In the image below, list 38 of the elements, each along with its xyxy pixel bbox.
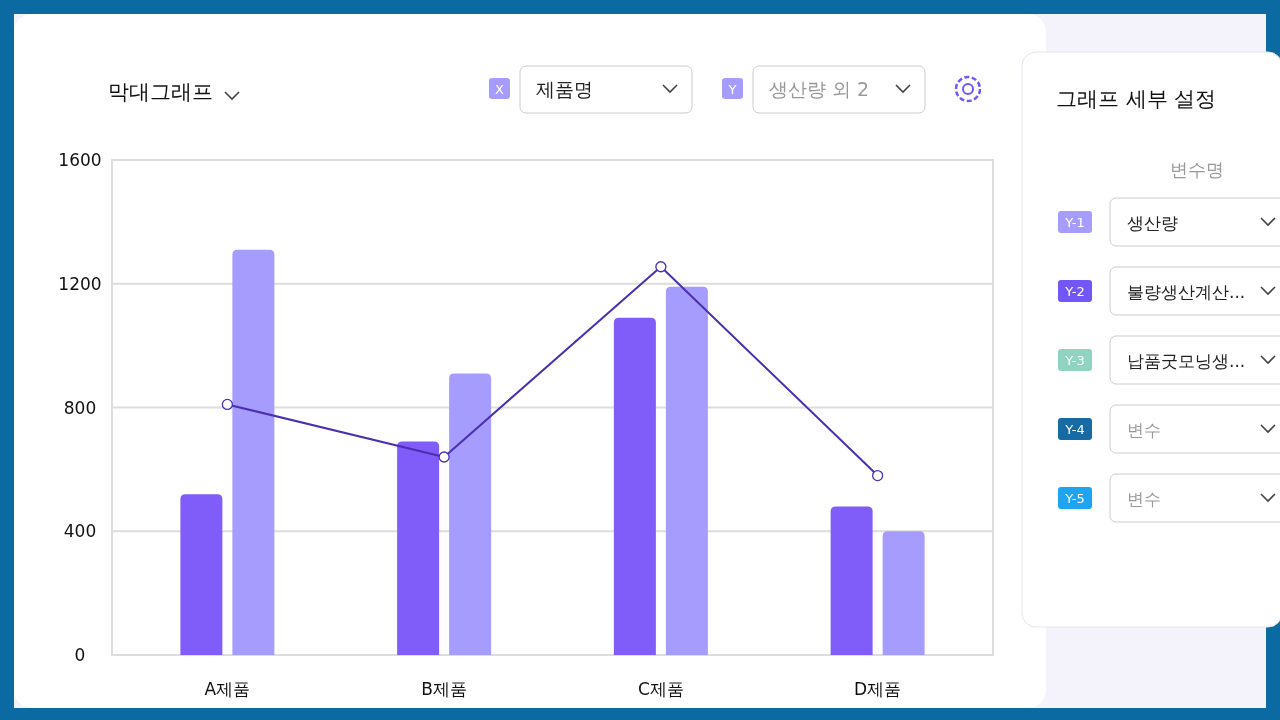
text: Y [727,82,737,97]
bar [232,249,275,655]
text: Y-3 [1064,353,1085,368]
text: 변수 [1127,489,1161,509]
x-tick-label: B제품 [421,679,467,699]
bar [882,531,925,655]
y-tick-label: 0 [74,645,86,665]
bar [613,317,656,655]
text: 납품굿모닝생... [1127,351,1246,371]
point [871,469,884,482]
text: 변수 [1127,420,1161,440]
text: 변수명 [1170,159,1224,180]
text: 생산량 외 2 [769,78,870,100]
bar [397,441,440,655]
bar [665,286,708,655]
text: Y-4 [1064,422,1085,437]
text: X [495,82,505,97]
y-tick-label: 1200 [58,273,102,294]
x-tick-label: A제품 [204,679,251,699]
point [655,261,667,273]
text: Y-2 [1064,284,1085,299]
x-tick-label: C제품 [637,679,684,699]
y-tick-label: 800 [63,397,97,418]
bar [830,506,873,655]
bar [449,373,492,655]
bar [180,494,223,655]
y-tick-label: 400 [63,521,97,542]
text: 그래프 세부 설정 [1056,87,1217,111]
text: 생산량 [1127,213,1178,233]
text: 막대그래프 [108,80,213,104]
text: Y-1 [1064,215,1085,230]
text: Y-5 [1064,491,1085,506]
x-tick-label: D제품 [854,679,902,699]
text: 제품명 [536,78,593,100]
point [438,451,450,463]
text: 불량생산계산... [1127,282,1246,302]
point [221,398,234,411]
y-tick-label: 1600 [58,150,102,170]
